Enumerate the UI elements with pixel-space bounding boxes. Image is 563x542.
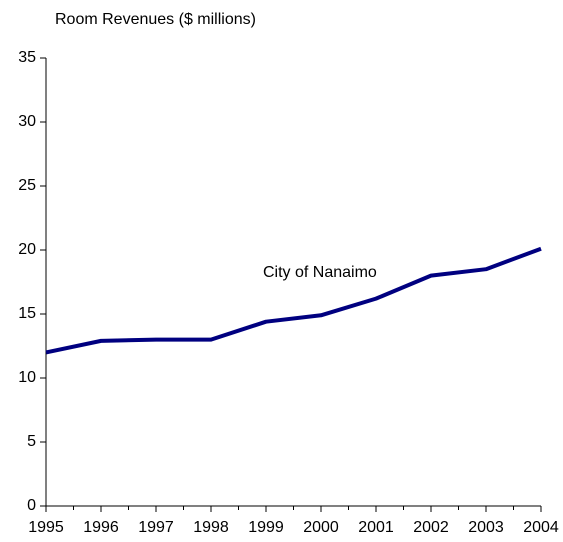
x-tick-label: 2002 <box>413 519 449 536</box>
x-tick-label: 2001 <box>358 519 394 536</box>
y-tick-label: 20 <box>18 241 36 258</box>
x-tick-label: 1998 <box>193 519 229 536</box>
x-tick-label: 1996 <box>83 519 119 536</box>
chart-title: Room Revenues ($ millions) <box>55 11 256 28</box>
y-tick-label: 35 <box>18 49 36 66</box>
series-line <box>45 246 542 355</box>
y-tick-label: 0 <box>27 497 36 514</box>
x-tick-label: 2004 <box>523 519 559 536</box>
x-tick-label: 1995 <box>28 519 64 536</box>
x-tick-label: 1999 <box>248 519 284 536</box>
x-tick-label: 2003 <box>468 519 504 536</box>
y-tick-label: 5 <box>27 433 36 450</box>
y-tick-label: 15 <box>18 305 36 322</box>
y-tick-label: 25 <box>18 177 36 194</box>
x-tick-label: 2000 <box>303 519 339 536</box>
y-tick-label: 30 <box>18 113 36 130</box>
x-tick-label: 1997 <box>138 519 174 536</box>
series-annotation: City of Nanaimo <box>263 264 377 281</box>
y-tick-label: 10 <box>18 369 36 386</box>
